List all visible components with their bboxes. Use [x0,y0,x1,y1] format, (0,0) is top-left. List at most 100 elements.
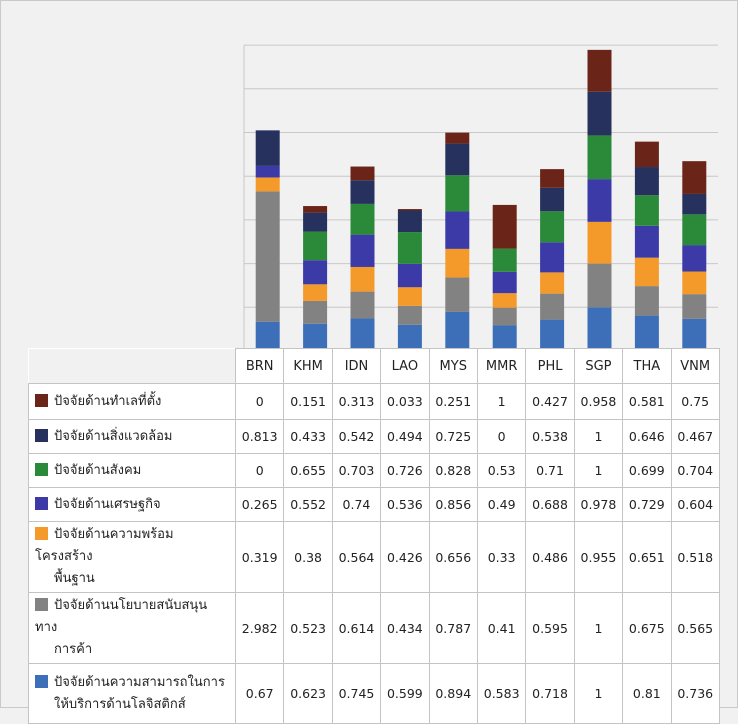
legend-color-key [35,527,48,540]
bar-segment-khm-s2 [303,284,328,301]
bar-segment-lao-s5 [397,210,422,233]
bar-segment-vnm-s5 [682,193,707,215]
value-cell-vnm: 0.736 [670,663,720,724]
bar-segment-tha-s3 [634,225,659,258]
category-label-mys: MYS [428,348,478,384]
legend-label-text: การค้า [54,642,93,657]
bar-segment-sgp-s5 [587,91,612,136]
value-cell-brn: 0 [234,383,285,420]
value-cell-mys: 0.894 [428,663,478,724]
bar-segment-sgp-s3 [587,179,612,222]
bar-segment-mys-s0 [445,311,470,351]
value-cell-sgp: 0.978 [573,487,624,522]
bar-segment-lao-s6 [397,209,422,211]
value-cell-brn: 0.813 [234,419,285,454]
bar-segment-vnm-s4 [682,214,707,246]
legend-label-cell: ปัจจัยด้านสังคม [28,453,236,488]
bar-segment-brn-s0 [255,321,280,351]
bar-segment-sgp-s4 [587,135,612,180]
category-label-mmr: MMR [476,348,527,384]
table-row: ปัจจัยด้านนโยบายสนับสนุนทาง การค้า 2.982 0.… [28,592,720,664]
bar-segment-tha-s1 [634,286,659,316]
bar-segment-khm-s6 [303,206,328,213]
value-cell-vnm: 0.518 [670,521,720,593]
value-cell-vnm: 0.565 [670,592,720,664]
bar-segment-idn-s4 [350,203,375,235]
table-row: ปัจจัยด้านทำเลที่ตั้ง 0 0.151 0.313 0.033 0.2… [28,383,720,420]
value-cell-idn: 0.564 [331,521,382,593]
value-cell-tha: 0.646 [622,419,672,454]
bar-segment-lao-s0 [397,324,422,351]
value-cell-mmr: 0 [476,419,527,454]
bar-segment-phl-s3 [540,242,565,273]
bar-segment-brn-s1 [255,191,280,322]
bar-segment-brn-s3 [255,165,280,178]
bar-segment-idn-s5 [350,180,375,204]
category-label-khm: KHM [283,348,333,384]
value-cell-phl: 0.538 [525,419,575,454]
legend-label-cell: ปัจจัยด้านความสามารถในการ ให้บริการด้านโล… [28,663,236,724]
bar-segment-tha-s2 [634,257,659,287]
bar-segment-lao-s1 [397,305,422,325]
bar-segment-khm-s4 [303,231,328,261]
value-cell-sgp: 1 [573,663,624,724]
category-label-brn: BRN [234,348,285,384]
bar-segment-mmr-s6 [492,204,517,249]
legend-color-key [35,496,48,510]
bar-segment-sgp-s0 [587,307,612,351]
value-cell-mys: 0.725 [428,419,478,454]
bar-segment-brn-s5 [255,130,280,166]
value-cell-mys: 0.656 [428,521,478,593]
legend-label-text: พื้นฐาน [54,571,95,586]
value-cell-idn: 0.703 [331,453,382,488]
value-cell-khm: 0.655 [283,453,333,488]
bar-segment-mys-s4 [445,175,470,212]
bar-segment-tha-s0 [634,315,659,351]
bar-segment-idn-s3 [350,234,375,267]
value-cell-phl: 0.688 [525,487,575,522]
table-header-row: BRN KHM IDN LAO MYS MMR PHL SGP THA VNM [28,348,720,384]
value-cell-vnm: 0.704 [670,453,720,488]
bar-segment-phl-s0 [540,319,565,351]
value-cell-sgp: 1 [573,592,624,664]
value-cell-khm: 0.523 [283,592,333,664]
bar-segment-idn-s6 [350,166,375,181]
value-cell-tha: 0.729 [622,487,672,522]
bar-segment-vnm-s0 [682,318,707,351]
category-label-phl: PHL [525,348,575,384]
bar-segment-khm-s5 [303,212,328,232]
table-row: ปัจจัยด้านเศรษฐกิจ 0.265 0.552 0.74 0.536 0.8… [28,487,720,522]
table-body: ปัจจัยด้านทำเลที่ตั้ง 0 0.151 0.313 0.033 0.2… [28,383,720,724]
bar-segment-tha-s5 [634,167,659,196]
bar-segment-khm-s1 [303,300,328,324]
bar-segment-lao-s2 [397,287,422,306]
value-cell-mys: 0.251 [428,383,478,420]
bar-segment-sgp-s1 [587,263,612,308]
legend-label-cell: ปัจจัยด้านสิ่งแวดล้อม [28,419,236,454]
value-cell-tha: 0.81 [622,663,672,724]
value-cell-lao: 0.033 [380,383,430,420]
value-cell-idn: 0.745 [331,663,382,724]
value-cell-lao: 0.494 [380,419,430,454]
legend-label-text: ปัจจัยด้านสิ่งแวดล้อม [54,428,173,444]
category-label-tha: THA [622,348,672,384]
value-cell-khm: 0.623 [283,663,333,724]
bar-segment-lao-s3 [397,263,422,288]
bar-segment-phl-s4 [540,211,565,243]
value-cell-phl: 0.427 [525,383,575,420]
value-cell-phl: 0.595 [525,592,575,664]
bar-segment-idn-s0 [350,318,375,351]
bar-segment-phl-s5 [540,187,565,212]
value-cell-sgp: 0.958 [573,383,624,420]
bar-segment-mmr-s4 [492,248,517,272]
bar-segment-mmr-s3 [492,271,517,294]
category-label-lao: LAO [380,348,430,384]
value-cell-mys: 0.856 [428,487,478,522]
table-row: ปัจจัยด้านความพร้อมโครงสร้าง พื้นฐาน 0.319… [28,521,720,593]
legend-label-cell: ปัจจัยด้านความพร้อมโครงสร้าง พื้นฐาน [28,521,236,593]
bar-segment-vnm-s1 [682,294,707,319]
bar-segment-khm-s3 [303,260,328,285]
value-cell-lao: 0.434 [380,592,430,664]
value-cell-sgp: 1 [573,453,624,488]
